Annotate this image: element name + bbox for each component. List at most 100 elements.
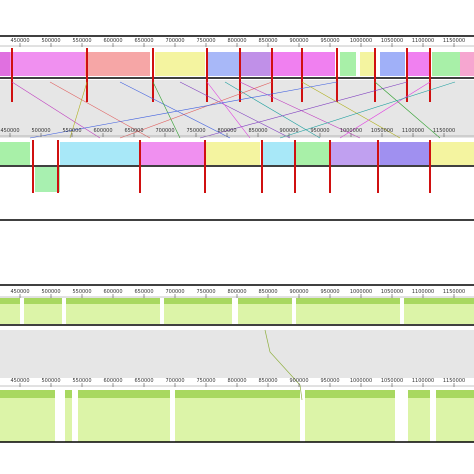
- genome-block: [0, 298, 20, 324]
- ruler-label: 500000: [41, 38, 60, 44]
- genome-block: [340, 52, 356, 76]
- ruler-label: 800000: [227, 38, 246, 44]
- genome-block: [295, 142, 330, 165]
- genome-block: [208, 52, 240, 76]
- ruler-label: 450000: [10, 289, 29, 295]
- genome-block-profile: [175, 390, 300, 398]
- genome-block: [35, 167, 60, 192]
- ruler-label: 500000: [41, 289, 60, 295]
- genome-block-profile: [65, 390, 72, 398]
- genome-block: [432, 52, 460, 76]
- genome-block: [10, 52, 85, 76]
- ruler-label: 600000: [93, 128, 112, 134]
- connection-line: [301, 81, 401, 139]
- ruler-label: 650000: [134, 38, 153, 44]
- ruler-label: 950000: [320, 289, 339, 295]
- genome-block-profile: [408, 390, 430, 398]
- connection-line: [29, 81, 338, 139]
- connection-line: [49, 81, 151, 139]
- genome-block: [155, 52, 205, 76]
- ruler-label: 1000000: [340, 128, 362, 134]
- ruler-label: 1050000: [371, 128, 393, 134]
- ruler-label: 850000: [258, 289, 277, 295]
- ruler-label: 850000: [258, 378, 277, 384]
- ruler-label: 700000: [165, 378, 184, 384]
- ruler-label: 1150000: [443, 289, 465, 295]
- ruler-label: 950000: [310, 128, 329, 134]
- ruler-label: 950000: [320, 378, 339, 384]
- ruler-label: 900000: [289, 38, 308, 44]
- ruler-label: 750000: [186, 128, 205, 134]
- ruler-label: 750000: [196, 38, 215, 44]
- genome-block: [175, 390, 300, 442]
- connection-line: [374, 81, 441, 139]
- ruler-label: 1100000: [412, 38, 434, 44]
- connection-line: [206, 81, 251, 139]
- ruler-label: 1100000: [412, 378, 434, 384]
- ruler-label: 1050000: [381, 289, 403, 295]
- ruler-label: 450000: [10, 38, 29, 44]
- ruler-label: 1050000: [381, 378, 403, 384]
- ruler-label: 600000: [103, 378, 122, 384]
- genome-block: [85, 52, 150, 76]
- genome-block: [360, 52, 376, 76]
- ruler-label: 700000: [155, 128, 174, 134]
- ruler-label: 750000: [196, 378, 215, 384]
- ruler-label: 850000: [248, 128, 267, 134]
- ruler-label: 550000: [72, 38, 91, 44]
- genome-block-profile: [78, 390, 170, 398]
- ruler-label: 1150000: [443, 38, 465, 44]
- ruler-label: 1100000: [412, 289, 434, 295]
- ruler-label: 750000: [196, 289, 215, 295]
- genome-block-profile: [24, 298, 62, 304]
- connection-line: [119, 81, 231, 139]
- genome-block: [78, 390, 170, 442]
- genome-block: [460, 52, 474, 76]
- genome-block-profile: [436, 390, 474, 398]
- ruler-label: 1050000: [381, 38, 403, 44]
- genome-block: [430, 142, 474, 165]
- genome-block: [140, 142, 205, 165]
- connection-line: [264, 329, 303, 401]
- genome-block: [0, 390, 55, 442]
- genome-block-profile: [0, 298, 20, 304]
- genome-block: [60, 142, 140, 165]
- genome-block: [0, 52, 10, 76]
- connection-line: [69, 81, 88, 139]
- connection-line: [224, 81, 321, 139]
- ruler-label: 650000: [124, 128, 143, 134]
- connection-band: [0, 330, 474, 378]
- ruler-label: 900000: [289, 378, 308, 384]
- genome-block: [65, 390, 72, 442]
- connection-line: [152, 81, 181, 139]
- genome-block-profile: [66, 298, 160, 304]
- genome-block: [380, 142, 430, 165]
- ruler-label: 800000: [227, 289, 246, 295]
- ruler-label: 800000: [217, 128, 236, 134]
- genome-block-profile: [404, 298, 474, 304]
- connection-line: [339, 81, 431, 139]
- connection-line: [11, 81, 101, 139]
- ruler-label: 550000: [62, 128, 81, 134]
- ruler-label: 1100000: [402, 128, 424, 134]
- ruler-label: 1000000: [350, 378, 372, 384]
- genome-block-profile: [296, 298, 400, 304]
- ruler-label: 800000: [227, 378, 246, 384]
- genome-block-profile: [238, 298, 292, 304]
- ruler-label: 1150000: [443, 378, 465, 384]
- ruler-label: 1000000: [350, 289, 372, 295]
- genome-block: [436, 390, 474, 442]
- connection-line: [239, 81, 361, 139]
- ruler-label: 1150000: [433, 128, 455, 134]
- ruler-label: 650000: [134, 289, 153, 295]
- genome-block: [262, 142, 295, 165]
- genome-block-profile: [305, 390, 395, 398]
- genome-block: [330, 142, 380, 165]
- genome-block: [380, 52, 405, 76]
- ruler-label: 850000: [258, 38, 277, 44]
- ruler-label: 900000: [279, 128, 298, 134]
- ruler-label: 900000: [289, 289, 308, 295]
- connection-line: [119, 81, 273, 139]
- genome-block-profile: [164, 298, 232, 304]
